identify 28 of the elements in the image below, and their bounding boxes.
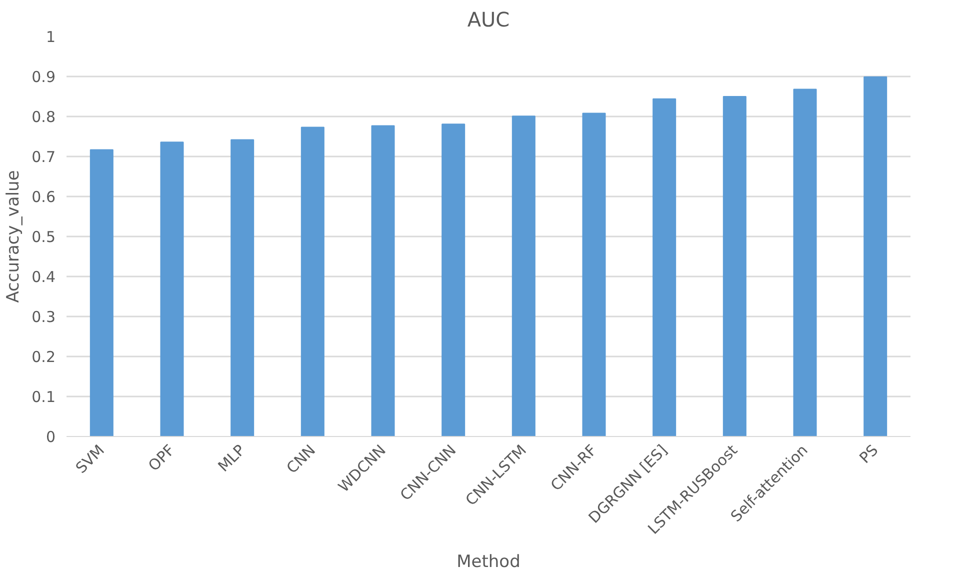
y-tick-label: 0.8	[32, 108, 56, 126]
bar	[582, 112, 606, 436]
y-tick-label: 0.2	[32, 348, 56, 366]
y-tick-label: 0.9	[32, 68, 56, 86]
x-tick-label: OPF	[144, 441, 178, 475]
bar	[722, 96, 746, 436]
bar	[371, 125, 395, 436]
y-tick-label: 0.1	[32, 388, 56, 406]
bar	[160, 142, 184, 436]
x-axis-title: Method	[456, 552, 520, 572]
bar	[793, 88, 817, 436]
y-tick-label: 0.6	[32, 188, 56, 206]
bar	[864, 76, 888, 436]
y-tick-label: 0.5	[32, 228, 56, 246]
bar	[230, 139, 254, 436]
y-tick-label: 1	[46, 28, 56, 46]
bar	[512, 116, 536, 436]
y-tick-label: 0.7	[32, 148, 56, 166]
y-tick-label: 0.4	[32, 268, 56, 286]
bar	[442, 124, 466, 436]
y-axis-title: Accuracy_value	[4, 170, 24, 303]
y-tick-label: 0	[46, 428, 56, 446]
bar	[90, 149, 114, 436]
x-tick-label: PS	[856, 441, 882, 467]
y-tick-label: 0.3	[32, 308, 56, 326]
bar	[652, 98, 676, 436]
chart-title: AUC	[467, 8, 510, 32]
bar	[300, 126, 324, 436]
